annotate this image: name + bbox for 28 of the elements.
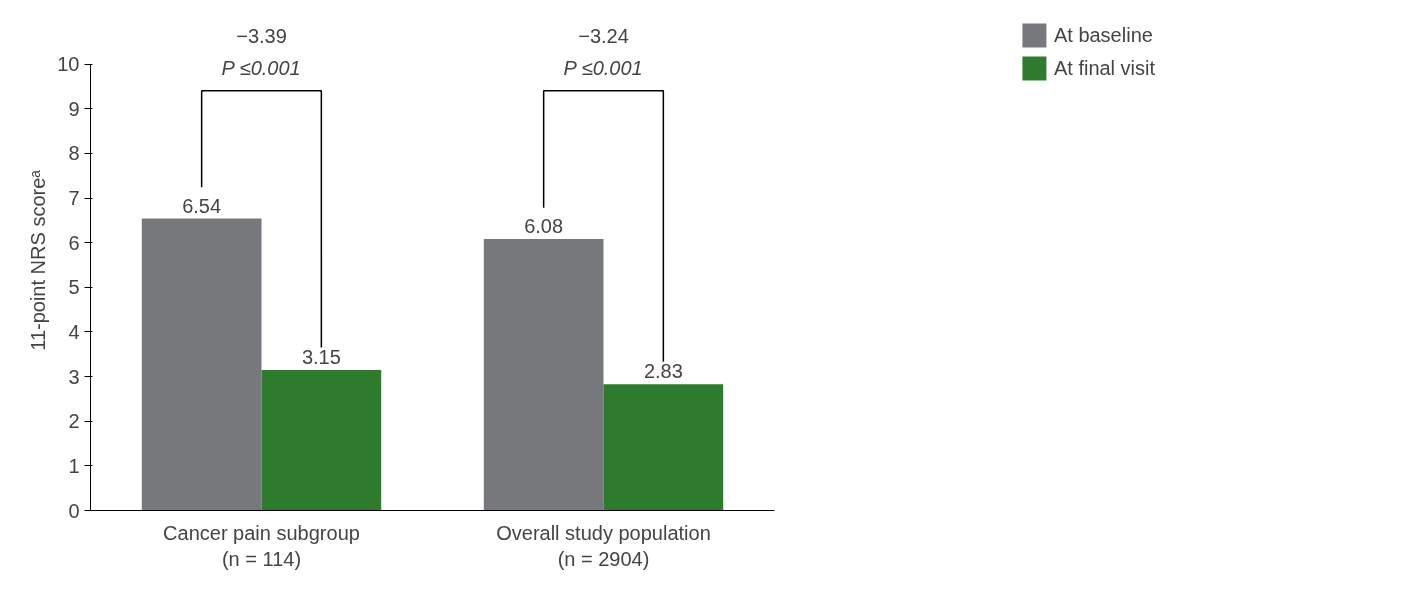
legend-label: At baseline [1053, 23, 1153, 47]
y-tick-label: 3 [68, 365, 80, 388]
y-tick-label: 7 [68, 187, 80, 209]
y-tick-label: 9 [68, 97, 80, 120]
y-tick-label: 5 [68, 276, 80, 299]
annotation: P ≤0.001 [563, 56, 643, 79]
data-label: 3.15 [301, 345, 341, 368]
text: −3.24 [578, 24, 629, 47]
bar [603, 384, 724, 511]
x-tick-label: Overall study population (n = 2904) [496, 521, 711, 570]
legend-label: At final visit [1053, 56, 1156, 80]
bar [141, 218, 262, 511]
data-label: 6.54 [182, 194, 222, 217]
y-tick-label: 8 [68, 142, 80, 165]
y-axis-title: 11-point NRS scoreᵃ [27, 169, 50, 351]
text: −3.39 [236, 24, 287, 47]
x-tick-label: Cancer pain subgroup (n = 114) [163, 521, 360, 570]
y-tick-label: 1 [68, 454, 80, 477]
y-tick-label: 0 [68, 499, 80, 522]
y-tick-label: 4 [68, 320, 80, 343]
bar [483, 239, 604, 511]
bar [261, 369, 382, 511]
y-tick-label: 6 [68, 231, 80, 254]
annotation: P ≤0.001 [221, 56, 301, 79]
y-tick-label: 2 [68, 410, 80, 433]
data-label: 2.83 [643, 360, 683, 383]
y-tick-label: 10 [57, 53, 80, 76]
data-label: 6.08 [524, 215, 564, 238]
